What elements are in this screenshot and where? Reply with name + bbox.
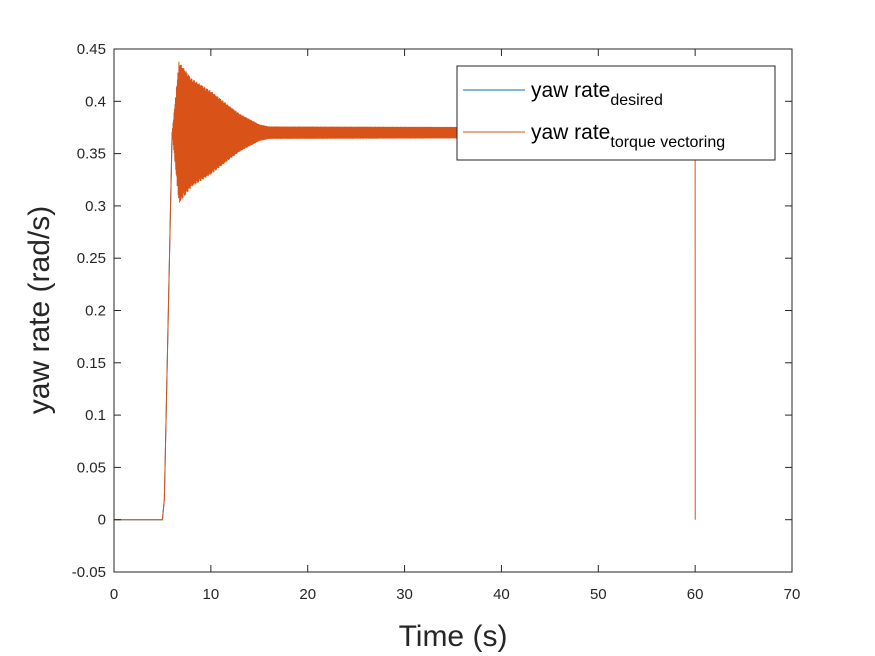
x-tick-label: 70: [784, 586, 801, 603]
legend-label-tv-main: yaw rate: [531, 121, 610, 144]
x-tick-label: 30: [396, 586, 413, 603]
legend: yaw ratedesired yaw ratetorque vectoring: [456, 65, 776, 161]
y-tick-label: -0.05: [72, 564, 106, 581]
legend-label-desired-subscript: desired: [610, 92, 662, 109]
y-tick-label: 0.15: [77, 355, 106, 372]
y-tick-label: 0.05: [77, 459, 106, 476]
y-tick-label: 0.4: [85, 93, 106, 110]
y-tick-label: 0.35: [77, 146, 106, 163]
legend-box: [456, 65, 776, 161]
x-tick-label: 60: [687, 586, 704, 603]
legend-label-desired: yaw ratedesired: [531, 79, 663, 109]
legend-label-desired-main: yaw rate: [531, 79, 610, 102]
x-tick-label: 40: [493, 586, 510, 603]
y-tick-label: 0.1: [85, 407, 106, 424]
x-axis-title: Time (s): [399, 620, 508, 653]
y-tick-label: 0.25: [77, 250, 106, 267]
x-tick-label: 50: [590, 586, 607, 603]
legend-label-tv-subscript: torque vectoring: [610, 134, 725, 151]
y-tick-label: 0: [98, 512, 106, 529]
y-axis-title: yaw rate (rad/s): [23, 206, 56, 414]
x-tick-label: 20: [299, 586, 316, 603]
legend-label-torque-vectoring: yaw ratetorque vectoring: [531, 121, 725, 151]
y-tick-label: 0.2: [85, 303, 106, 320]
x-tick-label: 10: [203, 586, 220, 603]
y-tick-label: 0.45: [77, 41, 106, 58]
y-tick-label: 0.3: [85, 198, 106, 215]
x-tick-label: 0: [110, 586, 118, 603]
x-axis-ticks: 0 10 20 30 40 50 60 70: [110, 49, 801, 603]
y-axis-ticks: -0.05 0 0.05 0.1 0.15 0.2 0.25 0.3 0.35 0.4 0.45: [72, 41, 792, 581]
